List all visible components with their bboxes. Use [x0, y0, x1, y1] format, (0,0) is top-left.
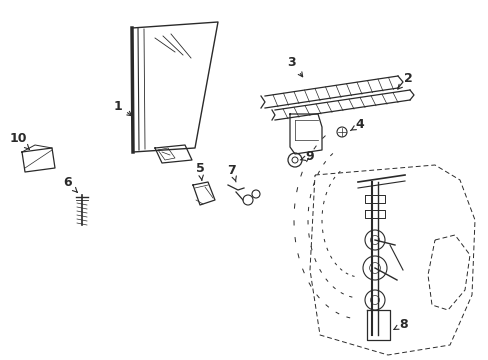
Text: 8: 8	[393, 318, 407, 330]
Text: 6: 6	[63, 176, 77, 192]
Text: 2: 2	[397, 72, 411, 89]
Text: 9: 9	[300, 150, 314, 163]
Text: 4: 4	[350, 118, 364, 131]
Text: 3: 3	[287, 55, 302, 77]
Text: 7: 7	[227, 163, 236, 182]
Text: 10: 10	[9, 131, 29, 149]
Text: 1: 1	[113, 99, 131, 116]
Text: 5: 5	[195, 162, 204, 180]
